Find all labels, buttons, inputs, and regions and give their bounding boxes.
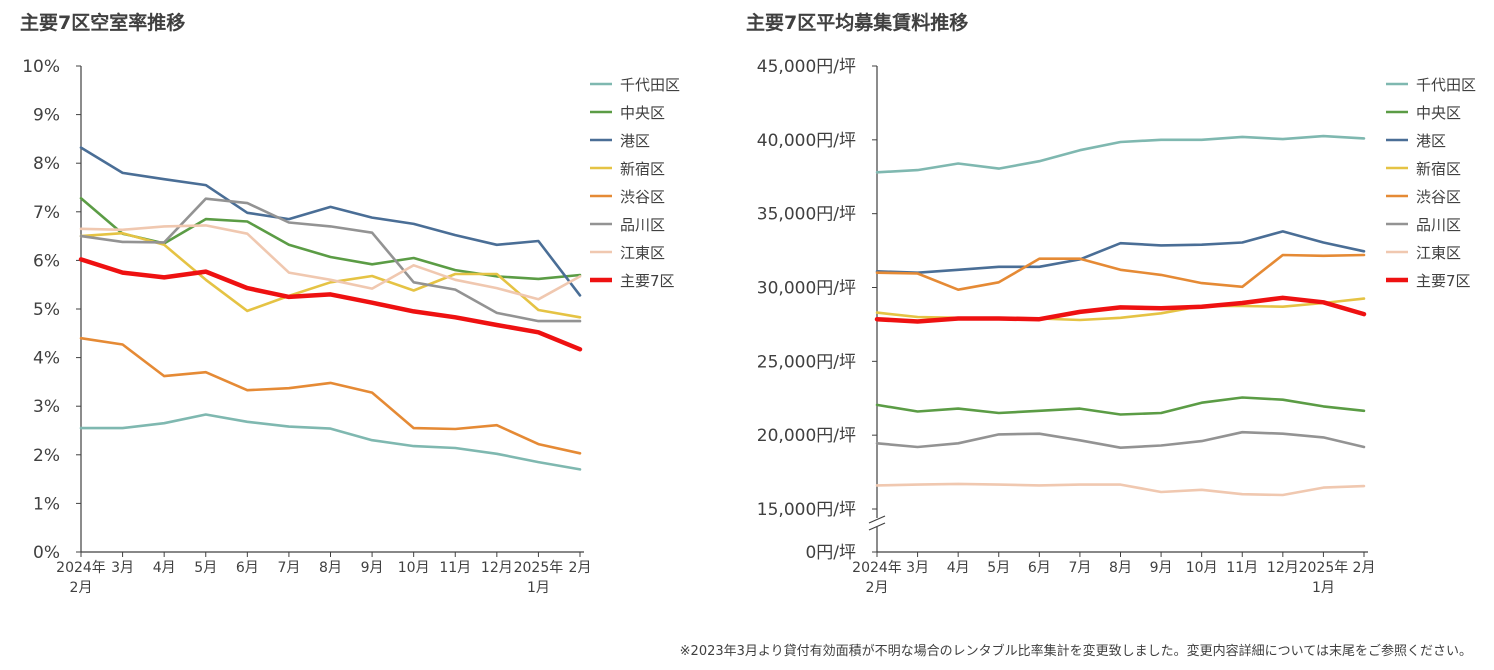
y-tick-label: 1% [33, 494, 60, 514]
series-line-千代田区 [79, 413, 582, 471]
y-tick-label: 25,000円/坪 [757, 352, 856, 372]
x-tick-label: 4月 [947, 560, 970, 576]
legend-label: 中央区 [620, 104, 665, 122]
x-tick-label: 5月 [194, 560, 217, 576]
x-tick-label: 8月 [1109, 560, 1132, 576]
legend-label: 渋谷区 [620, 188, 665, 206]
legend-label: 千代田区 [1416, 76, 1476, 94]
axis-break-mark [868, 522, 886, 531]
y-tick-label: 45,000円/坪 [757, 57, 856, 77]
y-tick-label: 2% [33, 446, 60, 466]
series-line-江東区 [875, 482, 1366, 497]
x-tick-label: 6月 [236, 560, 259, 576]
y-tick-label: 0円/坪 [805, 543, 856, 563]
y-tick-label: 5% [33, 300, 60, 320]
series-line-品川区 [79, 197, 582, 323]
x-tick-label: 10月 [398, 560, 430, 576]
legend-label: 品川区 [620, 216, 665, 234]
x-tick-label: 12月 [481, 560, 513, 576]
series-line-渋谷区 [875, 253, 1366, 292]
x-tick-label: 7月 [1068, 560, 1091, 576]
series-line-中央区 [79, 196, 582, 281]
legend-label: 渋谷区 [1416, 188, 1461, 206]
series-line-品川区 [875, 430, 1366, 450]
series-line-新宿区 [79, 231, 582, 319]
x-tick-label: 2025年 1月 [1299, 560, 1349, 596]
series-line-中央区 [875, 396, 1366, 416]
x-tick-label: 2月 [569, 560, 592, 576]
y-tick-label: 8% [33, 154, 60, 174]
x-tick-label: 3月 [906, 560, 929, 576]
x-tick-label: 3月 [111, 560, 134, 576]
y-tick-label: 7% [33, 203, 60, 223]
x-tick-label: 9月 [1150, 560, 1173, 576]
x-tick-label: 10月 [1186, 560, 1218, 576]
y-tick-label: 40,000円/坪 [757, 131, 856, 151]
y-tick-label: 0% [33, 543, 60, 563]
legend-label: 主要7区 [620, 272, 675, 290]
x-tick-label: 11月 [1226, 560, 1258, 576]
x-tick-label: 2024年 2月 [852, 560, 902, 596]
legend-label: 江東区 [1416, 244, 1461, 262]
x-tick-label: 12月 [1267, 560, 1299, 576]
footnote: ※2023年3月より貸付有効面積が不明な場合のレンタブル比率集計を変更致しました… [679, 644, 1472, 659]
axis-break-mark [868, 515, 886, 524]
x-tick-label: 8月 [319, 560, 342, 576]
chart-title-vacancy: 主要7区空室率推移 [20, 12, 186, 34]
series-line-江東区 [79, 224, 582, 301]
legend-label: 港区 [1416, 132, 1446, 150]
y-tick-label: 35,000円/坪 [757, 205, 856, 225]
axis-break-gap [869, 518, 885, 527]
x-tick-label: 11月 [439, 560, 471, 576]
y-tick-label: 20,000円/坪 [757, 426, 856, 446]
y-tick-label: 10% [22, 57, 60, 77]
series-line-主要7区 [874, 295, 1367, 324]
legend-label: 新宿区 [620, 160, 665, 178]
y-tick-label: 9% [33, 106, 60, 126]
legend-label: 品川区 [1416, 216, 1461, 234]
x-tick-label: 9月 [361, 560, 384, 576]
x-tick-label: 7月 [277, 560, 300, 576]
x-tick-label: 6月 [1028, 560, 1051, 576]
y-tick-label: 4% [33, 349, 60, 369]
x-tick-label: 2025年 1月 [514, 560, 564, 596]
legend-label: 主要7区 [1416, 272, 1471, 290]
series-line-港区 [79, 146, 582, 297]
x-tick-label: 2024年 2月 [56, 560, 106, 596]
legend-label: 千代田区 [620, 76, 680, 94]
series-line-港区 [875, 230, 1366, 275]
x-tick-label: 5月 [987, 560, 1010, 576]
x-tick-label: 2月 [1353, 560, 1376, 576]
y-tick-label: 30,000円/坪 [757, 279, 856, 299]
y-tick-label: 6% [33, 251, 60, 271]
legend-label: 港区 [620, 132, 650, 150]
series-line-主要7区 [78, 257, 583, 352]
legend-label: 中央区 [1416, 104, 1461, 122]
y-tick-label: 15,000円/坪 [757, 500, 856, 520]
series-line-渋谷区 [79, 336, 582, 455]
series-line-千代田区 [875, 134, 1366, 174]
legend-label: 新宿区 [1416, 160, 1461, 178]
x-tick-label: 4月 [153, 560, 176, 576]
y-tick-label: 3% [33, 397, 60, 417]
legend-label: 江東区 [620, 244, 665, 262]
chart-title-rent: 主要7区平均募集賃料推移 [746, 12, 969, 34]
